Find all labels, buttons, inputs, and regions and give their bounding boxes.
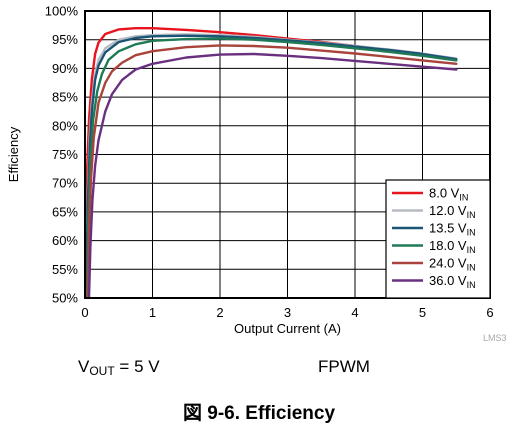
vout-prefix: V [78,357,90,376]
mode-condition: FPWM [318,357,370,376]
y-tick-label: 50% [52,291,78,306]
x-tick-label: 1 [149,305,156,320]
series-line-4 [86,44,458,298]
x-tick-label: 3 [284,305,291,320]
legend-entry: 24.0 VIN [429,256,476,273]
figure-caption: 図 9-6. Efficiency [182,403,336,424]
x-tick-label: 6 [486,305,493,320]
watermark: LMS3 [483,333,507,343]
x-tick-label: 2 [216,305,223,320]
legend-entry: 36.0 VIN [429,273,476,290]
y-tick-label: 85% [52,90,78,105]
plot-frame [84,10,491,299]
x-tick-label: 0 [81,305,88,320]
legend-box [385,179,491,299]
y-tick-label: 55% [52,262,78,277]
legend-entry: 8.0 VIN [429,186,468,203]
vout-condition: VOUT = 5 V [78,357,160,381]
series-line-5 [87,52,458,298]
y-tick-label: 65% [52,204,78,219]
x-tick-label: 4 [351,305,358,320]
y-axis-label: Efficiency [6,126,21,182]
y-tick-label: 60% [52,233,78,248]
vout-value: = 5 V [119,357,160,376]
x-tick-labels: 0 1 2 3 4 5 6 [81,305,493,320]
legend-entry: 18.0 VIN [429,238,476,255]
y-tick-label: 90% [52,61,78,76]
series-line-3 [85,37,458,298]
x-tick-label: 5 [419,305,426,320]
y-tick-label: 80% [52,118,78,133]
vout-subscript: OUT [89,364,115,378]
y-tick-label: 95% [52,32,78,47]
y-tick-label: 70% [52,176,78,191]
legend-entry: 13.5 VIN [429,221,476,238]
y-tick-label: 100% [45,4,79,19]
legend-entry: 12.0 VIN [429,203,476,220]
series-lines [85,27,458,298]
series-line-2 [85,34,458,294]
y-tick-label: 75% [52,147,78,162]
x-axis-label: Output Current (A) [234,321,341,336]
y-tick-labels: 50% 55% 60% 65% 70% 75% 80% 85% 90% 95% 100% [45,4,79,306]
